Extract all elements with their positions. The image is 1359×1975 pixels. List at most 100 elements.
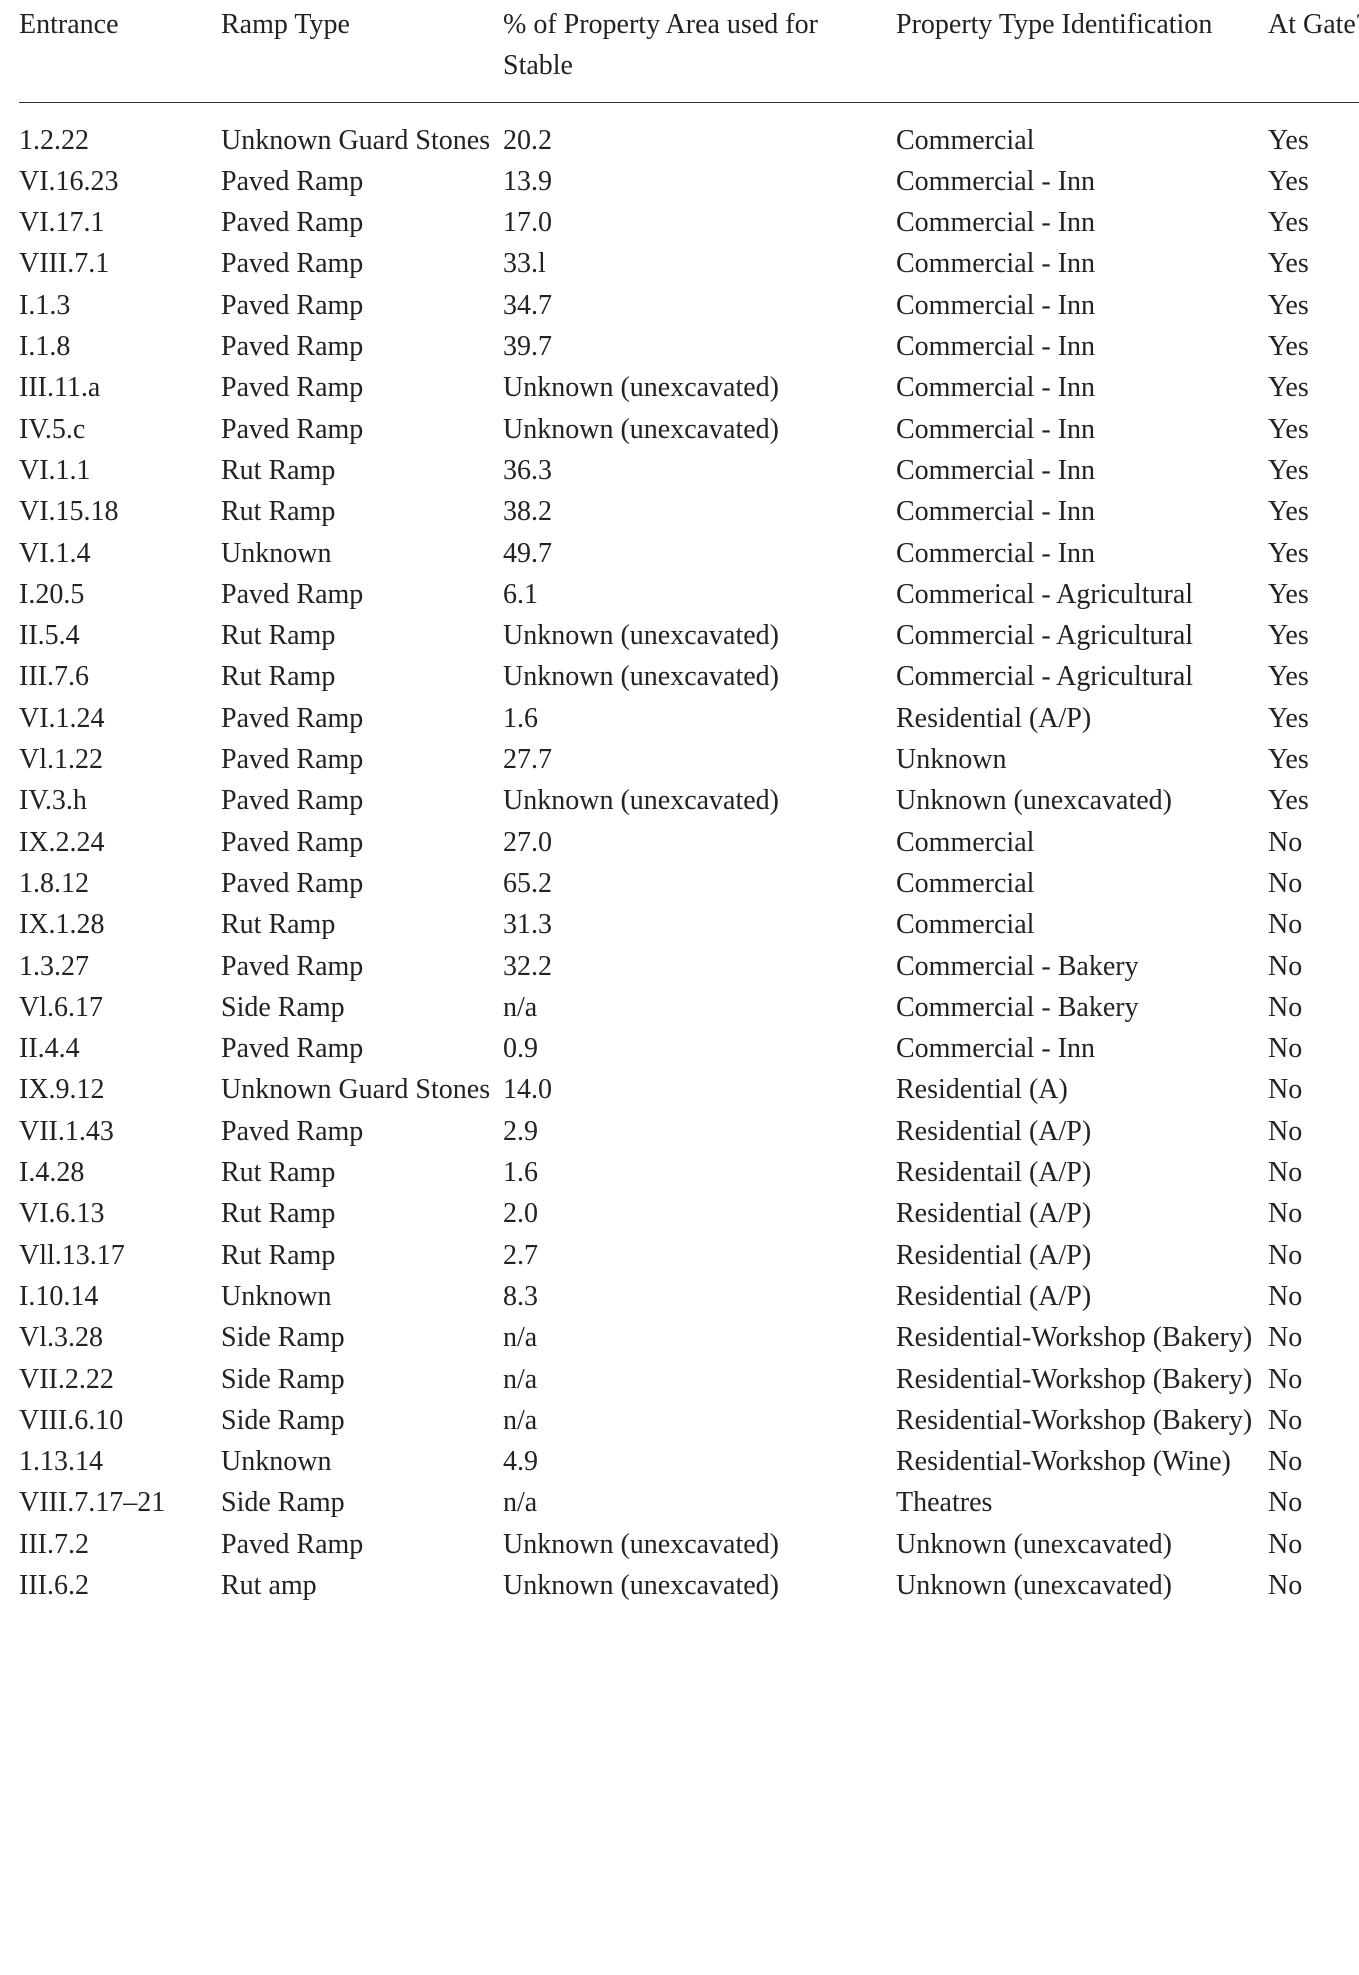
table-cell: Yes	[1268, 124, 1309, 156]
table-row: Vll.13.17 Rut Ramp 2.7 Residential (A/P) No	[19, 1235, 1359, 1276]
table-row: I.1.8 Paved Ramp 39.7 Commercial - Inn Yes	[19, 326, 1359, 367]
table-cell: Rut Ramp	[221, 1198, 336, 1230]
table-cell: Yes	[1268, 578, 1309, 610]
table-cell: 27.7	[503, 744, 552, 776]
table-row: IV.5.c Paved Ramp Unknown (unexcavated) Com…	[19, 409, 1359, 450]
table-row: III.7.2 Paved Ramp Unknown (unexcavated) Un…	[19, 1524, 1359, 1565]
table-cell: Yes	[1268, 207, 1309, 239]
table-row: 1.13.14 Unknown 4.9 Residential-Workshop (W…	[19, 1441, 1359, 1482]
table-cell: Commercial - Agricultural	[896, 661, 1194, 693]
table-cell: n/a	[503, 1487, 538, 1519]
table-row: Vl.6.17 Side Ramp n/a Commercial - Bakery No	[19, 987, 1359, 1028]
table-cell: Yes	[1268, 620, 1309, 652]
table-cell: n/a	[503, 1404, 538, 1436]
table-row: IX.9.12 Unknown Guard Stones 14.0 Residenti…	[19, 1069, 1359, 1110]
table-cell: No	[1268, 1446, 1303, 1478]
table-cell: 1.8.12	[19, 867, 89, 899]
table-cell: No	[1268, 1404, 1303, 1436]
table-cell: No	[1268, 1322, 1303, 1354]
table-cell: III.7.6	[19, 661, 89, 693]
header-cell: Entrance	[19, 4, 221, 103]
table-cell: Paved Ramp	[221, 331, 364, 363]
table-cell: Commercial - Inn	[896, 248, 1096, 280]
table-cell: Unknown (unexcavated)	[503, 620, 780, 652]
table-cell: Paved Ramp	[221, 744, 364, 776]
table-row: I.20.5 Paved Ramp 6.1 Commerical - Agricult…	[19, 574, 1359, 615]
table-row: VIII.7.17–21 Side Ramp n/a Theatres No	[19, 1482, 1359, 1523]
table-cell: VI.1.4	[19, 537, 91, 569]
table-cell: Unknown (unexcavated)	[503, 661, 780, 693]
table-cell: Yes	[1268, 165, 1309, 197]
table-cell: No	[1268, 1280, 1303, 1312]
table-cell: Paved Ramp	[221, 289, 364, 321]
table-cell: No	[1268, 1033, 1303, 1065]
table-cell: Commercial - Inn	[896, 372, 1096, 404]
table-cell: Unknown Guard Stones	[221, 1074, 491, 1106]
table-cell: n/a	[503, 991, 538, 1023]
table-cell: Unknown (unexcavated)	[503, 1569, 780, 1601]
table-cell: Rut Ramp	[221, 909, 336, 941]
table-cell: No	[1268, 867, 1303, 899]
table-cell: Theatres	[896, 1487, 993, 1519]
table-cell: Commercial	[896, 124, 1035, 156]
table-cell: IV.3.h	[19, 785, 87, 817]
header-cell: % of Property Area used for Stable	[503, 4, 896, 103]
header-row: Entrance Ramp Type% of Property Area used…	[19, 4, 1359, 103]
table-row: VIII.6.10 Side Ramp n/a Residential-Worksho…	[19, 1400, 1359, 1441]
table-cell: Commercial - Bakery	[896, 991, 1139, 1023]
table-row: Vl.3.28 Side Ramp n/a Residential-Workshop …	[19, 1317, 1359, 1358]
table-cell: Paved Ramp	[221, 1528, 364, 1560]
table-cell: Vl.6.17	[19, 991, 103, 1023]
table-row: VI.17.1 Paved Ramp 17.0 Commercial - Inn Yes	[19, 202, 1359, 243]
table-cell: Commercial - Bakery	[896, 950, 1139, 982]
table-cell: Rut Ramp	[221, 661, 336, 693]
table-cell: Unknown (unexcavated)	[503, 413, 780, 445]
header-cell: Ramp Type	[221, 4, 503, 103]
table-cell: Unknown	[896, 744, 1007, 776]
table-row: I.4.28 Rut Ramp 1.6 Residentail (A/P) No	[19, 1152, 1359, 1193]
table-row: 1.2.22 Unknown Guard Stones 20.2 Commercial…	[19, 102, 1359, 161]
table-row: VII.2.22 Side Ramp n/a Residential-Workshop…	[19, 1359, 1359, 1400]
table-cell: Residential (A/P)	[896, 1280, 1092, 1312]
table-cell: Paved Ramp	[221, 1033, 364, 1065]
table-cell: 6.1	[503, 578, 538, 610]
table-cell: VII.2.22	[19, 1363, 114, 1395]
table-cell: Unknown (unexcavated)	[503, 785, 780, 817]
table-cell: Side Ramp	[221, 1487, 345, 1519]
table-cell: 14.0	[503, 1074, 552, 1106]
table-cell: 34.7	[503, 289, 552, 321]
table-row: III.6.2 Rut amp Unknown (unexcavated) Unkno…	[19, 1565, 1359, 1606]
table-cell: 31.3	[503, 909, 552, 941]
table-cell: Paved Ramp	[221, 578, 364, 610]
table-cell: IX.9.12	[19, 1074, 105, 1106]
table-cell: Rut amp	[221, 1569, 317, 1601]
table-cell: Commercial	[896, 909, 1035, 941]
table-cell: Commercial - Inn	[896, 496, 1096, 528]
table-cell: Yes	[1268, 331, 1309, 363]
table-row: VIII.7.1 Paved Ramp 33.l Commercial - Inn Ye…	[19, 243, 1359, 284]
table-cell: Rut Ramp	[221, 620, 336, 652]
table-cell: 1.3.27	[19, 950, 89, 982]
table-cell: III.6.2	[19, 1569, 89, 1601]
table-cell: IX.1.28	[19, 909, 105, 941]
table-cell: Residential (A/P)	[896, 702, 1092, 734]
table-cell: Side Ramp	[221, 1404, 345, 1436]
table-row: VI.1.1 Rut Ramp 36.3 Commercial - Inn Yes	[19, 450, 1359, 491]
table-cell: No	[1268, 991, 1303, 1023]
table-cell: Residential-Workshop (Bakery)	[896, 1404, 1253, 1436]
table-cell: Vl.3.28	[19, 1322, 103, 1354]
table-cell: No	[1268, 1198, 1303, 1230]
table-cell: IV.5.c	[19, 413, 86, 445]
table-cell: Commercial - Inn	[896, 413, 1096, 445]
table-cell: 1.2.22	[19, 124, 89, 156]
table-cell: No	[1268, 1528, 1303, 1560]
table-cell: Paved Ramp	[221, 702, 364, 734]
table-cell: Unknown (unexcavated)	[896, 1528, 1173, 1560]
table-cell: Paved Ramp	[221, 1115, 364, 1147]
table-cell: Unknown	[221, 1280, 332, 1312]
table-cell: 8.3	[503, 1280, 538, 1312]
table-cell: 38.2	[503, 496, 552, 528]
table-cell: Commercial - Inn	[896, 537, 1096, 569]
table-cell: 2.9	[503, 1115, 538, 1147]
